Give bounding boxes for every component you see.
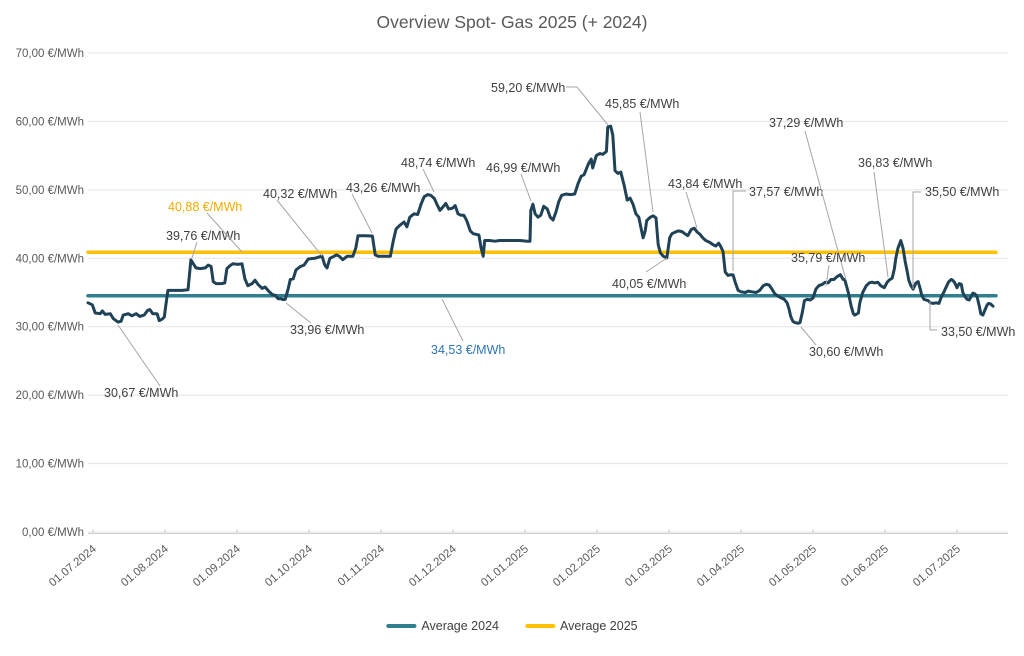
annotation-label: 33,50 €/MWh	[941, 325, 1015, 339]
x-axis-labels: 01.07.2024 01.08.2024 01.09.2024 01.10.2024…	[47, 543, 963, 590]
svg-text:01.02.2025: 01.02.2025	[551, 543, 603, 589]
data-label-annotations: 30,67 €/MWh 39,76 €/MWh 40,88 €/MWh 40,32 €…	[104, 81, 1015, 400]
legend-item-average-2025[interactable]: Average 2025	[525, 619, 638, 633]
annotation-label: 37,57 €/MWh	[749, 185, 823, 199]
svg-text:40,00 €/MWh: 40,00 €/MWh	[16, 253, 84, 265]
svg-text:01.12.2024: 01.12.2024	[407, 543, 459, 590]
spot-price-line	[86, 124, 995, 325]
svg-text:01.11.2024: 01.11.2024	[336, 543, 388, 589]
svg-text:01.07.2024: 01.07.2024	[47, 543, 99, 590]
average-reference-lines	[86, 250, 998, 298]
svg-text:01.08.2024: 01.08.2024	[119, 543, 171, 590]
svg-text:01.06.2025: 01.06.2025	[839, 543, 891, 589]
annotation-label: 37,29 €/MWh	[769, 116, 843, 130]
svg-text:20,00 €/MWh: 20,00 €/MWh	[16, 390, 84, 402]
annotation-label: 35,79 €/MWh	[791, 251, 865, 265]
annotation-label: 40,05 €/MWh	[612, 277, 686, 291]
annotation-label: 45,85 €/MWh	[605, 97, 679, 111]
annotation-label: 36,83 €/MWh	[858, 156, 932, 170]
annotation-label: 46,99 €/MWh	[486, 161, 560, 175]
annotation-label: 43,26 €/MWh	[346, 181, 420, 195]
svg-text:01.09.2024: 01.09.2024	[191, 543, 243, 590]
x-axis	[88, 529, 1008, 534]
svg-text:30,00 €/MWh: 30,00 €/MWh	[16, 322, 84, 334]
gridlines	[88, 52, 1008, 533]
annotation-label: 35,50 €/MWh	[925, 185, 999, 199]
svg-text:01.05.2025: 01.05.2025	[767, 543, 819, 589]
annotation-label: 30,67 €/MWh	[104, 386, 178, 400]
svg-text:01.01.2025: 01.01.2025	[479, 543, 531, 589]
legend: Average 2024 Average 2025	[386, 619, 638, 633]
legend-item-average-2024[interactable]: Average 2024	[386, 619, 499, 633]
svg-text:01.04.2025: 01.04.2025	[695, 543, 747, 589]
annotation-label: 40,88 €/MWh	[168, 200, 242, 214]
svg-text:01.07.2025: 01.07.2025	[911, 543, 963, 589]
svg-text:50,00 €/MWh: 50,00 €/MWh	[16, 185, 84, 197]
average-2025-line-swatch	[525, 624, 555, 628]
svg-text:60,00 €/MWh: 60,00 €/MWh	[16, 116, 84, 128]
svg-text:01.10.2024: 01.10.2024	[263, 543, 315, 590]
y-axis-labels: 70,00 €/MWh 60,00 €/MWh 50,00 €/MWh 40,00 €…	[16, 48, 84, 539]
annotation-label: 48,74 €/MWh	[401, 156, 475, 170]
svg-text:10,00 €/MWh: 10,00 €/MWh	[16, 459, 84, 471]
svg-text:70,00 €/MWh: 70,00 €/MWh	[16, 48, 84, 60]
average-2024-line-swatch	[386, 624, 417, 628]
annotation-label: 43,84 €/MWh	[668, 177, 742, 191]
annotation-label: 59,20 €/MWh	[491, 81, 565, 95]
annotation-label: 40,32 €/MWh	[263, 187, 337, 201]
annotation-label: 39,76 €/MWh	[166, 229, 240, 243]
legend-label-average-2025: Average 2025	[560, 619, 638, 633]
legend-label-average-2024: Average 2024	[421, 619, 499, 633]
svg-text:0,00 €/MWh: 0,00 €/MWh	[22, 527, 84, 539]
svg-text:01.03.2025: 01.03.2025	[623, 543, 675, 589]
annotation-label: 30,60 €/MWh	[809, 345, 883, 359]
chart-title: Overview Spot- Gas 2025 (+ 2024)	[377, 12, 648, 32]
annotation-label: 34,53 €/MWh	[431, 343, 505, 357]
annotation-label: 33,96 €/MWh	[290, 323, 364, 337]
